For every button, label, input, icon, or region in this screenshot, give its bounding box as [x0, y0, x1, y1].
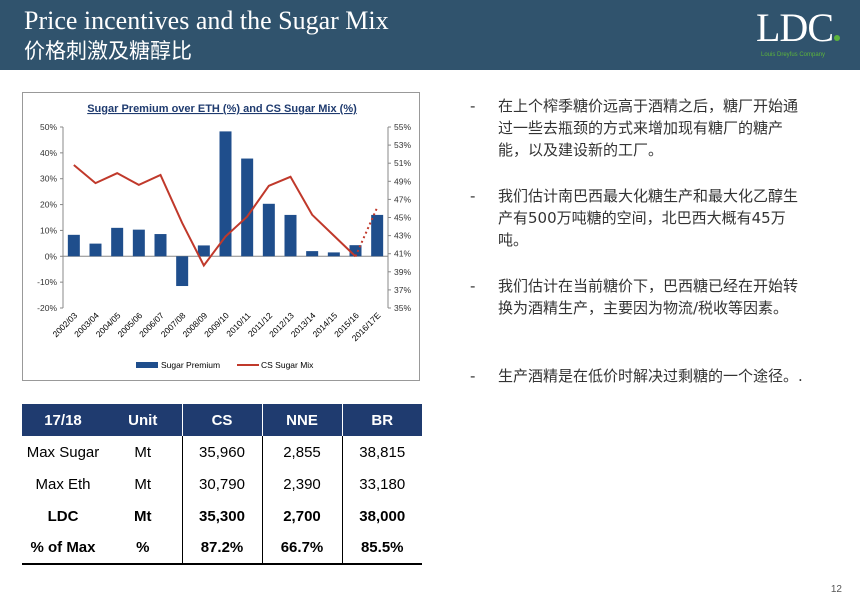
- legend-label: CS Sugar Mix: [261, 360, 314, 370]
- right-tick-label: 49%: [394, 176, 411, 186]
- slide-title: Price incentives and the Sugar Mix: [24, 6, 389, 35]
- table-cell: 66.7%: [261, 532, 342, 565]
- bar: [132, 229, 145, 257]
- bullet-dash: -: [470, 187, 476, 205]
- bar: [306, 251, 319, 257]
- bullet-dash: -: [470, 367, 476, 385]
- table-cell: 38,000: [341, 500, 422, 532]
- right-tick-label: 47%: [394, 194, 411, 204]
- column-header: BR: [341, 404, 422, 436]
- bullet-item: - 我们估计南巴西最大化糖生产和最大化乙醇生产有500万吨糖的空间，北巴西大概有4…: [470, 185, 810, 251]
- table-cell: % of Max: [22, 532, 104, 565]
- table-cell: 33,180: [341, 468, 422, 500]
- table-cell: 35,960: [181, 436, 262, 468]
- header-bar: Price incentives and the Sugar Mix 价格刺激及…: [0, 0, 860, 70]
- table-cell: Mt: [134, 507, 152, 525]
- capacity-table: 17/18 Unit CS NNE BR Max Sugar Mt 35,960 2,855 3…: [22, 404, 422, 565]
- table-header-row: 17/18 Unit CS NNE BR: [22, 404, 422, 436]
- right-tick-label: 37%: [394, 285, 411, 295]
- table-cell: 87.2%: [181, 532, 262, 565]
- right-tick-label: 51%: [394, 158, 411, 168]
- left-tick-label: 10%: [40, 225, 57, 235]
- bar: [241, 158, 254, 257]
- table-row: % of Max% 87.2% 66.7% 85.5%: [22, 532, 422, 565]
- table-row: LDC Mt 35,300 2,700 38,000: [22, 500, 422, 532]
- left-tick-label: -20%: [37, 303, 57, 313]
- table-cell: 38,815: [341, 436, 422, 468]
- bar: [327, 252, 340, 257]
- bar: [197, 245, 210, 257]
- ldc-logo: LDC: [756, 8, 840, 48]
- bar: [219, 131, 232, 257]
- slide-subtitle: 价格刺激及糖醇比: [24, 39, 192, 63]
- right-tick-label: 45%: [394, 213, 411, 223]
- bullet-item: - 生产酒精是在低价时解决过剩糖的一个途径。.: [470, 365, 810, 387]
- bar: [371, 214, 384, 257]
- legend-swatch-bar: [136, 362, 158, 368]
- bar: [154, 234, 167, 257]
- legend-label: Sugar Premium: [161, 360, 220, 370]
- line-series-forecast: [354, 207, 379, 257]
- right-tick-label: 41%: [394, 249, 411, 259]
- bar: [111, 227, 124, 257]
- bullet-text: 生产酒精是在低价时解决过剩糖的一个途径。.: [498, 367, 803, 385]
- table-cell: 35,300: [181, 500, 262, 532]
- table-cell: Max Sugar: [26, 443, 100, 461]
- bar: [262, 203, 275, 257]
- table-cell: Max Eth: [35, 475, 91, 493]
- column-header: 17/18: [22, 404, 104, 436]
- table-cell: LDC: [47, 507, 79, 525]
- bullet-dash: -: [470, 97, 476, 115]
- logo-dot: [834, 35, 840, 41]
- column-header: CS: [181, 404, 262, 436]
- table-cell: %: [104, 532, 182, 565]
- table-cell: Mt: [134, 475, 152, 493]
- table-cell: 2,700: [261, 500, 342, 532]
- bullet-text: 我们估计在当前糖价下，巴西糖已经在开始转换为酒精生产，主要因为物流/税收等因素。: [498, 277, 799, 317]
- left-tick-label: 30%: [40, 174, 57, 184]
- table-cell: 2,855: [261, 436, 342, 468]
- bar: [67, 234, 80, 257]
- logo-subtitle: Louis Dreyfus Company: [761, 52, 826, 58]
- column-header: NNE: [261, 404, 342, 436]
- chart-svg: Sugar Premium over ETH (%) and CS Sugar …: [37, 103, 411, 370]
- bullet-text: 我们估计南巴西最大化糖生产和最大化乙醇生产有500万吨糖的空间，北巴西大概有45…: [498, 187, 799, 249]
- right-tick-label: 35%: [394, 303, 411, 313]
- table-cell: 85.5%: [341, 532, 422, 565]
- page-number: 12: [830, 584, 842, 595]
- right-tick-label: 43%: [394, 231, 411, 241]
- bar: [349, 245, 362, 257]
- column-header: Unit: [104, 404, 182, 436]
- table-cell: Mt: [134, 443, 152, 461]
- bullet-dash: -: [470, 277, 476, 295]
- right-tick-label: 55%: [394, 122, 411, 132]
- bar: [176, 256, 189, 287]
- left-tick-label: 40%: [40, 148, 57, 158]
- table-cell: 2,390: [261, 468, 342, 500]
- bar: [89, 243, 102, 257]
- left-tick-label: -10%: [37, 277, 57, 287]
- table-row: Max Eth Mt 30,790 2,390 33,180: [22, 468, 422, 500]
- logo-text: LDC: [756, 5, 834, 50]
- right-tick-label: 39%: [394, 267, 411, 277]
- chart: Sugar Premium over ETH (%) and CS Sugar …: [22, 92, 420, 381]
- line-series: [73, 164, 357, 268]
- left-tick-label: 0%: [45, 251, 58, 261]
- bullet-item: - 在上个榨季糖价远高于酒精之后，糖厂开始通过一些去瓶颈的方式来增加现有糖厂的糖产…: [470, 95, 810, 161]
- chart-title: Sugar Premium over ETH (%) and CS Sugar …: [87, 103, 357, 115]
- bar: [284, 214, 297, 257]
- right-tick-label: 53%: [394, 140, 411, 150]
- bullet-item: - 我们估计在当前糖价下，巴西糖已经在开始转换为酒精生产，主要因为物流/税收等因素…: [470, 275, 810, 319]
- left-tick-label: 20%: [40, 200, 57, 210]
- left-tick-label: 50%: [40, 122, 57, 132]
- table-cell: 30,790: [181, 468, 262, 500]
- bullet-text: 在上个榨季糖价远高于酒精之后，糖厂开始通过一些去瓶颈的方式来增加现有糖厂的糖产能…: [498, 97, 799, 159]
- table-row: Max Sugar Mt 35,960 2,855 38,815: [22, 436, 422, 468]
